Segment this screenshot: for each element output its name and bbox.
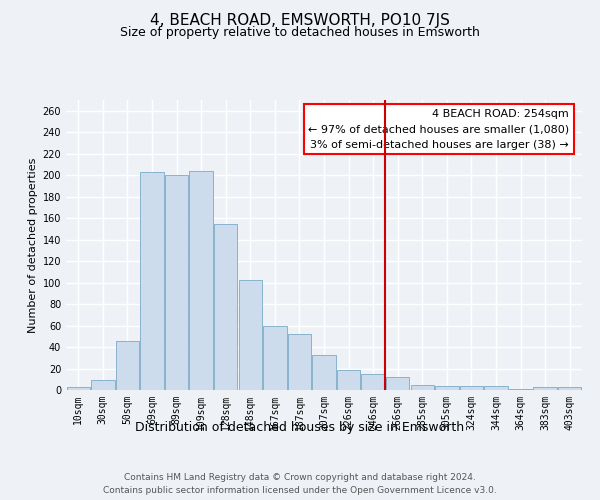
Text: Contains HM Land Registry data © Crown copyright and database right 2024.
Contai: Contains HM Land Registry data © Crown c… bbox=[103, 473, 497, 495]
Bar bbox=[337, 370, 360, 390]
Bar bbox=[361, 374, 385, 390]
Bar bbox=[190, 171, 213, 390]
Bar bbox=[288, 334, 311, 390]
Bar bbox=[263, 326, 287, 390]
Bar bbox=[484, 386, 508, 390]
Text: 4, BEACH ROAD, EMSWORTH, PO10 7JS: 4, BEACH ROAD, EMSWORTH, PO10 7JS bbox=[150, 12, 450, 28]
Bar bbox=[91, 380, 115, 390]
Bar bbox=[116, 340, 139, 390]
Bar bbox=[410, 384, 434, 390]
Bar bbox=[214, 224, 238, 390]
Bar bbox=[435, 386, 458, 390]
Bar bbox=[67, 387, 90, 390]
Bar bbox=[558, 387, 581, 390]
Bar bbox=[313, 354, 335, 390]
Bar bbox=[239, 280, 262, 390]
Bar bbox=[140, 172, 164, 390]
Text: 4 BEACH ROAD: 254sqm
← 97% of detached houses are smaller (1,080)
3% of semi-det: 4 BEACH ROAD: 254sqm ← 97% of detached h… bbox=[308, 108, 569, 150]
Bar bbox=[165, 175, 188, 390]
Bar bbox=[533, 387, 557, 390]
Bar bbox=[509, 389, 532, 390]
Bar bbox=[460, 386, 483, 390]
Y-axis label: Number of detached properties: Number of detached properties bbox=[28, 158, 38, 332]
Text: Distribution of detached houses by size in Emsworth: Distribution of detached houses by size … bbox=[136, 421, 464, 434]
Text: Size of property relative to detached houses in Emsworth: Size of property relative to detached ho… bbox=[120, 26, 480, 39]
Bar bbox=[386, 377, 409, 390]
